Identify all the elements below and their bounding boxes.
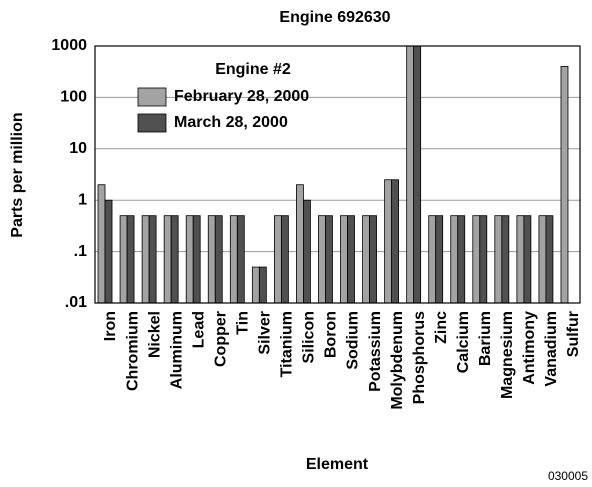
bar	[362, 215, 370, 304]
bar	[406, 45, 415, 304]
bar	[479, 215, 488, 304]
bar	[340, 215, 348, 304]
bar	[457, 215, 466, 304]
x-tick-label: Potassium	[367, 311, 384, 392]
bar	[538, 215, 547, 304]
x-tick-label: Magnesium	[499, 311, 516, 399]
x-tick-label: Aluminum	[168, 311, 185, 389]
bar	[119, 215, 128, 304]
plot-frame	[94, 45, 581, 304]
x-tick-label: Phosphorus	[411, 311, 428, 404]
annotation: 030005	[548, 469, 588, 483]
bar	[325, 215, 333, 304]
x-tick-label: Titanium	[279, 311, 296, 377]
bar	[185, 215, 194, 304]
x-tick-label: Tin	[235, 311, 252, 335]
y-tick-label: .01	[65, 294, 87, 311]
x-tick-label: Calcium	[455, 311, 472, 373]
legend-label: February 28, 2000	[174, 88, 309, 105]
x-tick-label: Copper	[212, 311, 229, 367]
bar	[214, 215, 223, 304]
x-tick-label: Antimony	[521, 311, 538, 385]
x-tick-label: Lead	[190, 311, 207, 348]
bar	[501, 215, 510, 304]
x-tick-label: Zinc	[433, 311, 450, 344]
x-tick-label: Boron	[323, 311, 340, 358]
bar	[236, 215, 245, 304]
bar	[163, 215, 172, 304]
bar	[523, 215, 532, 304]
legend-swatch	[137, 113, 167, 133]
y-tick-label: 10	[69, 140, 87, 157]
bar	[318, 215, 326, 304]
bar	[258, 266, 267, 304]
bar	[97, 184, 106, 304]
bar	[384, 179, 393, 304]
bar	[251, 266, 260, 304]
x-tick-label: Silver	[257, 311, 274, 355]
x-tick-label: Sulfur	[565, 311, 582, 357]
bar	[516, 215, 525, 304]
bar	[494, 215, 503, 304]
legend-label: March 28, 2000	[174, 114, 288, 131]
y-tick-label: .1	[74, 243, 87, 260]
bar	[303, 199, 311, 304]
x-axis-label: Element	[306, 456, 369, 473]
bar	[472, 215, 481, 304]
x-tick-label: Chromium	[124, 311, 141, 391]
y-tick-label: 1	[78, 191, 87, 208]
x-tick-label: Molybdenum	[389, 311, 406, 410]
y-axis-label: Parts per million	[9, 112, 26, 237]
bar	[545, 215, 554, 304]
bar	[104, 199, 113, 304]
bar	[229, 215, 238, 304]
y-tick-label: 1000	[51, 37, 87, 54]
bar	[435, 215, 444, 304]
bar	[126, 215, 135, 304]
bar	[170, 215, 179, 304]
y-tick-label: 100	[60, 89, 87, 106]
bar	[391, 179, 400, 304]
bar	[296, 184, 304, 304]
bar	[413, 45, 422, 304]
legend-title: Engine #2	[215, 61, 291, 78]
x-tick-label: Silicon	[301, 311, 318, 363]
bar	[141, 215, 150, 304]
x-tick-label: Vanadium	[543, 311, 560, 387]
bar	[273, 215, 282, 304]
bar	[192, 215, 201, 304]
bar	[560, 66, 569, 304]
x-tick-label: Barium	[477, 311, 494, 366]
x-tick-label: Sodium	[345, 311, 362, 370]
legend-swatch	[137, 87, 167, 107]
bar	[280, 215, 289, 304]
bar	[148, 215, 157, 304]
bar	[369, 215, 377, 304]
x-tick-label: Iron	[102, 311, 119, 341]
bar	[450, 215, 459, 304]
x-tick-label: Nickel	[146, 311, 163, 358]
bar	[347, 215, 355, 304]
bar	[428, 215, 437, 304]
bar	[207, 215, 216, 304]
chart-title: Engine 692630	[279, 9, 390, 26]
